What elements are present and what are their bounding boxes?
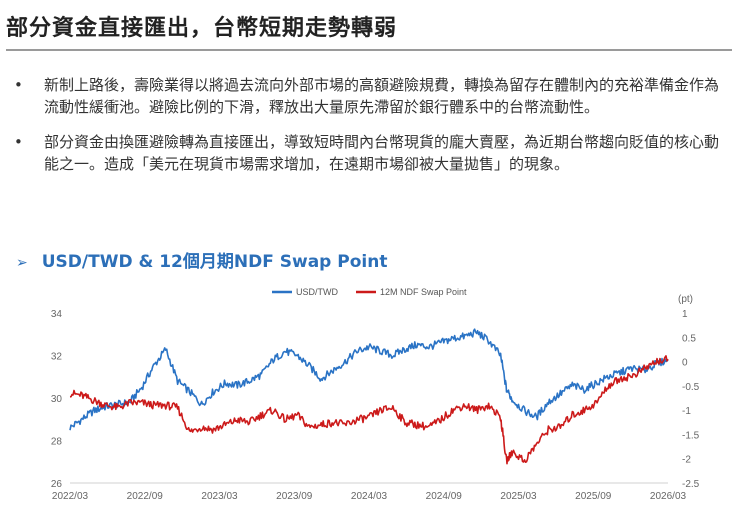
x-axis-tick-label: 2023/03 xyxy=(201,491,238,502)
x-axis-tick-label: 2023/09 xyxy=(276,491,313,502)
right-axis-tick-label: -1.5 xyxy=(682,430,700,441)
bullet-list: • 新制上路後，壽險業得以將過去流向外部市場的高額避險規費，轉換為留存在體制內的… xyxy=(14,74,730,188)
left-axis-tick-label: 30 xyxy=(51,394,63,405)
series-line xyxy=(69,328,669,431)
right-axis-tick-label: 0.5 xyxy=(682,333,696,344)
x-axis-tick-label: 2024/03 xyxy=(351,491,388,502)
x-axis-tick-label: 2025/03 xyxy=(500,491,537,502)
right-axis-tick-label: -2 xyxy=(682,455,691,466)
right-axis-unit-label: (pt) xyxy=(678,294,693,305)
right-axis-tick-label: 0 xyxy=(682,358,688,369)
x-axis-tick-label: 2022/09 xyxy=(127,491,164,502)
x-axis-tick-label: 2026/03 xyxy=(650,491,687,502)
bullet-text: 部分資金由換匯避險轉為直接匯出，導致短時間內台幣現貨的龐大賣壓，為近期台幣趨向貶… xyxy=(44,133,720,173)
right-axis-tick-label: 1 xyxy=(682,309,688,320)
bullet-item: • 部分資金由換匯避險轉為直接匯出，導致短時間內台幣現貨的龐大賣壓，為近期台幣趨… xyxy=(14,131,730,175)
legend-label: USD/TWD xyxy=(296,287,338,297)
left-axis-tick-label: 34 xyxy=(51,309,63,320)
bullet-marker: • xyxy=(14,76,23,94)
chart-heading-text: USD/TWD & 12個月期NDF Swap Point xyxy=(41,252,388,272)
x-axis-tick-label: 2024/09 xyxy=(426,491,463,502)
x-axis-tick-label: 2022/03 xyxy=(52,491,89,502)
left-axis-tick-label: 26 xyxy=(51,479,63,490)
bullet-item: • 新制上路後，壽險業得以將過去流向外部市場的高額避險規費，轉換為留存在體制內的… xyxy=(14,74,730,118)
right-axis-tick-label: -1 xyxy=(682,406,691,417)
bullet-marker: • xyxy=(14,133,23,151)
right-axis-tick-label: -2.5 xyxy=(682,479,700,490)
title-divider xyxy=(6,49,732,51)
x-axis-tick-label: 2025/09 xyxy=(575,491,612,502)
legend-label: 12M NDF Swap Point xyxy=(380,287,467,297)
arrow-bullet-icon: ➢ xyxy=(16,255,28,271)
series-line xyxy=(69,355,669,465)
left-axis-tick-label: 32 xyxy=(51,352,63,363)
chart-heading: ➢ USD/TWD & 12個月期NDF Swap Point xyxy=(16,247,387,272)
left-axis-tick-label: 28 xyxy=(51,437,63,448)
line-chart: 26 28 30 32 34 1 0.5 0 -0.5 -1 -1.5 -2 -2.5 (pt) 2022/… xyxy=(51,287,700,502)
bullet-text: 新制上路後，壽險業得以將過去流向外部市場的高額避險規費，轉換為留存在體制內的充裕… xyxy=(44,76,720,116)
page-title: 部分資金直接匯出，台幣短期走勢轉弱 xyxy=(6,16,398,41)
right-axis-tick-label: -0.5 xyxy=(682,382,700,393)
